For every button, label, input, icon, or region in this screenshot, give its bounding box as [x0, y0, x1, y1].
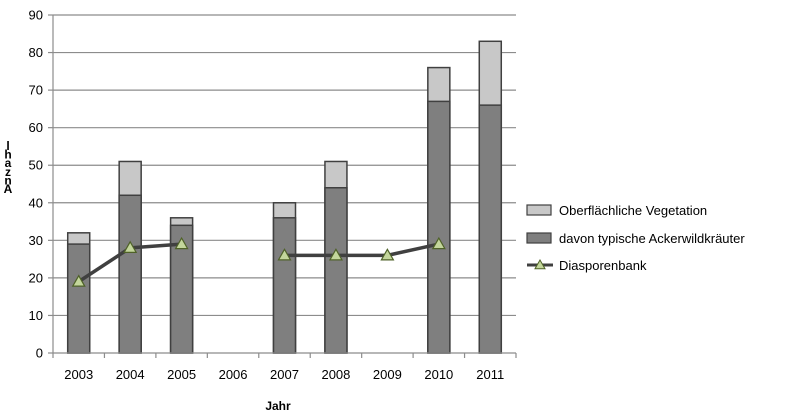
- x-tick-label-2006: 2006: [219, 367, 248, 382]
- bar-ackerwildkraeuter-2004: [118, 194, 142, 354]
- y-axis-title-letter: l: [6, 139, 9, 153]
- x-tick-label-2011: 2011: [476, 367, 504, 382]
- x-tick-label-2009: 2009: [373, 367, 402, 382]
- y-tick-label-20: 20: [29, 270, 43, 285]
- diasporenbank-point-2010: [431, 236, 446, 250]
- y-tick-labels: 0 10 20 30 40 50 60 70 80 90: [29, 8, 43, 361]
- y-axis-title-letter: a: [5, 156, 12, 170]
- y-tick-label-10: 10: [29, 308, 43, 323]
- x-tick-label-2005: 2005: [167, 367, 196, 382]
- x-tick-label-2008: 2008: [321, 367, 350, 382]
- diasporenbank-line-1: [284, 242, 440, 258]
- y-tick-label-70: 70: [29, 83, 43, 98]
- legend-label-ackerwildkraeuter: davon typische Ackerwildkräuter: [559, 231, 745, 246]
- diasporenbank-point-2007: [277, 248, 292, 261]
- y-tick-label-0: 0: [36, 346, 43, 361]
- axes: [48, 14, 517, 358]
- line-series: [71, 236, 446, 287]
- legend-label-oberflaechliche: Oberflächliche Vegetation: [559, 203, 707, 218]
- bar-ackerwildkraeuter-2010: [427, 100, 451, 354]
- bar-ackerwildkraeuter-2008: [324, 187, 348, 354]
- legend-swatch-oberflaechliche: [526, 204, 552, 216]
- legend: Oberflächliche Vegetation davon typische …: [526, 203, 745, 273]
- bar-ackerwildkraeuter-2007: [272, 217, 297, 354]
- y-tick-label-50: 50: [29, 158, 43, 173]
- bar-ackerwildkraeuter-2011: [478, 104, 503, 354]
- y-tick-label-90: 90: [29, 8, 43, 23]
- legend-swatch-ackerwildkraeuter: [526, 232, 552, 244]
- x-tick-label-2007: 2007: [270, 367, 299, 382]
- y-tick-label-40: 40: [29, 195, 43, 210]
- x-tick-label-2003: 2003: [64, 367, 93, 382]
- diasporenbank-point-2003: [71, 274, 86, 287]
- x-tick-label-2010: 2010: [424, 367, 453, 382]
- bar-ackerwildkraeuter-2003: [66, 243, 91, 354]
- y-tick-label-60: 60: [29, 120, 43, 135]
- x-axis-title: Jahr: [265, 399, 291, 411]
- y-axis-title-letter: z: [5, 165, 11, 179]
- diasporenbank-point-2004: [123, 240, 138, 253]
- y-tick-label-30: 30: [29, 233, 43, 248]
- x-tick-labels: 2003 2004 2005 2006 2007 2008 2009 2010 2011: [64, 367, 504, 382]
- y-axis-title-letter: n: [4, 173, 11, 187]
- diasporenbank-point-2009: [380, 248, 395, 261]
- y-axis-title-letter: A: [4, 182, 13, 196]
- y-tick-label-80: 80: [29, 45, 43, 60]
- diasporenbank-point-2008: [328, 248, 343, 261]
- x-tick-label-2004: 2004: [116, 367, 145, 382]
- bars: [66, 40, 503, 354]
- legend-label-diasporenbank: Diasporenbank: [559, 258, 647, 273]
- y-axis-title-letter: h: [4, 148, 11, 162]
- legend-swatch-diasporenbank-marker: [534, 258, 546, 270]
- diasporenbank-point-2005: [174, 236, 189, 250]
